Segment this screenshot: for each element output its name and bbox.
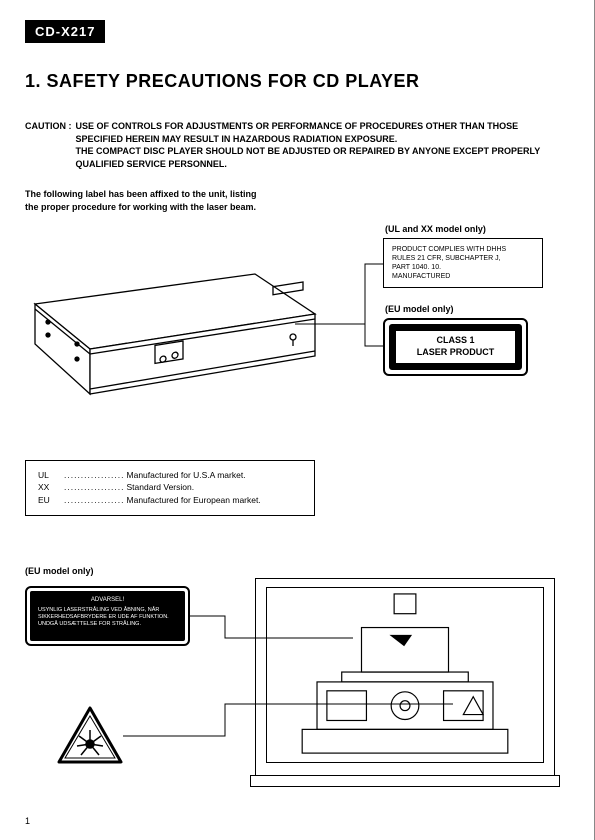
caution-body: USE OF CONTROLS FOR ADJUSTMENTS OR PERFO… <box>76 120 565 170</box>
market-legend-box: UL .................. Manufactured for U… <box>25 460 315 516</box>
intro-text: The following label has been affixed to … <box>25 188 564 213</box>
legend-code-eu: EU <box>38 494 62 507</box>
page-number: 1 <box>25 816 30 826</box>
legend-text-xx: Standard Version. <box>127 481 195 494</box>
eu-header-2: (EU model only) <box>25 566 564 576</box>
model-badge: CD-X217 <box>25 20 105 43</box>
legend-row-xx: XX .................. Standard Version. <box>38 481 302 494</box>
legend-row-eu: EU .................. Manufactured for E… <box>38 494 302 507</box>
legend-dots: .................. <box>62 494 127 507</box>
caution-block: CAUTION : USE OF CONTROLS FOR ADJUSTMENT… <box>25 120 564 170</box>
legend-code-xx: XX <box>38 481 62 494</box>
caution-line-2: THE COMPACT DISC PLAYER SHOULD NOT BE AD… <box>76 145 565 170</box>
legend-dots: .................. <box>62 481 127 494</box>
legend-row-ul: UL .................. Manufactured for U… <box>38 469 302 482</box>
legend-text-eu: Manufactured for European market. <box>127 494 261 507</box>
legend-text-ul: Manufactured for U.S.A market. <box>127 469 246 482</box>
figure-1: (UL and XX model only) PRODUCT COMPLIES … <box>25 224 564 454</box>
caution-label: CAUTION : <box>25 120 76 170</box>
callout-connectors-2 <box>25 586 565 801</box>
intro-line-1: The following label has been affixed to … <box>25 188 564 201</box>
section-title: 1. SAFETY PRECAUTIONS FOR CD PLAYER <box>25 71 564 92</box>
legend-dots: .................. <box>62 469 127 482</box>
figure-2: ADVARSEL! USYNLIG LASERSTRÅLING VED ÅBNI… <box>25 586 564 801</box>
caution-line-1: USE OF CONTROLS FOR ADJUSTMENTS OR PERFO… <box>76 120 565 145</box>
legend-code-ul: UL <box>38 469 62 482</box>
intro-line-2: the proper procedure for working with th… <box>25 201 564 214</box>
callout-connectors-1 <box>25 224 565 454</box>
